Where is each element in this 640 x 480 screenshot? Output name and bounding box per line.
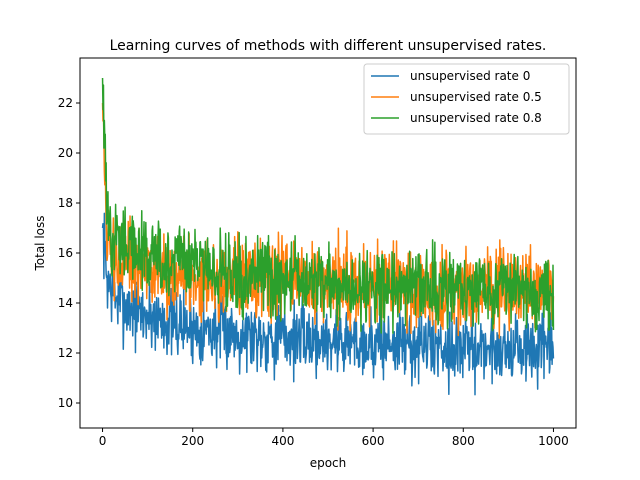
legend-label-2: unsupervised rate 0.5 bbox=[410, 90, 542, 104]
legend-label-3: unsupervised rate 0.8 bbox=[410, 111, 542, 125]
y-tick-label: 12 bbox=[58, 346, 73, 360]
y-axis-label: Total loss bbox=[33, 215, 47, 271]
x-axis-label: epoch bbox=[310, 456, 347, 470]
x-axis: 0 200 400 600 800 1000 bbox=[99, 428, 569, 448]
y-tick-label: 14 bbox=[58, 296, 73, 310]
legend-label-1: unsupervised rate 0 bbox=[410, 69, 530, 83]
x-tick-label: 600 bbox=[362, 434, 385, 448]
legend-box bbox=[363, 63, 570, 135]
x-tick-label: 400 bbox=[271, 434, 294, 448]
plot-area-frame bbox=[79, 57, 577, 429]
x-tick-label: 1000 bbox=[538, 434, 569, 448]
y-tick-label: 20 bbox=[58, 146, 73, 160]
x-tick-label: 200 bbox=[181, 434, 204, 448]
y-tick-label: 10 bbox=[58, 396, 73, 410]
legend: unsupervised rate 0 unsupervised rate 0.5… bbox=[363, 63, 570, 135]
y-tick-label: 22 bbox=[58, 96, 73, 110]
series-line-1 bbox=[101, 212, 555, 396]
x-tick-label: 800 bbox=[452, 434, 475, 448]
chart-title: Learning curves of methods with differen… bbox=[110, 38, 547, 54]
y-axis: 10 12 14 16 18 20 22 bbox=[58, 96, 80, 410]
x-tick-label: 0 bbox=[99, 434, 107, 448]
y-tick-label: 18 bbox=[58, 196, 73, 210]
series-line-3 bbox=[101, 77, 555, 334]
series-layer bbox=[101, 77, 555, 396]
y-tick-label: 16 bbox=[58, 246, 73, 260]
